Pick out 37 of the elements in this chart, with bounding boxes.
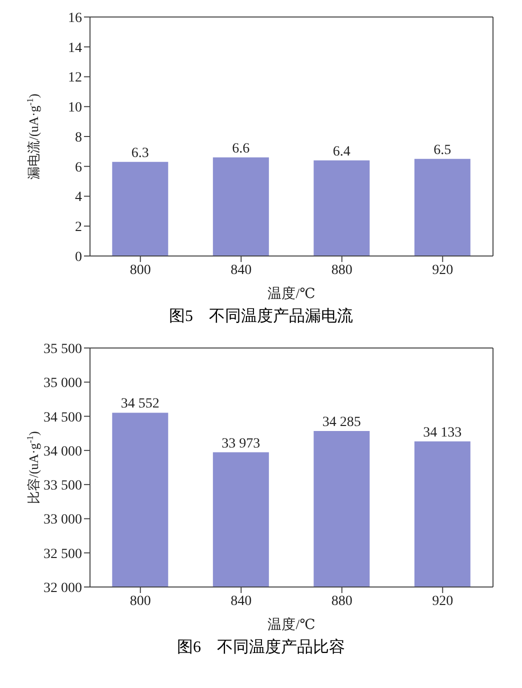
y-tick-label: 6 — [75, 160, 82, 176]
y-tick-label: 34 500 — [44, 410, 82, 426]
y-tick-label: 34 000 — [44, 444, 82, 460]
y-tick-label: 10 — [68, 100, 82, 116]
text: 34 133 — [423, 425, 462, 440]
text: 图5 不同温度产品漏电流 — [168, 306, 354, 327]
x-tick-label: 800 — [130, 594, 151, 609]
data-label: 6.3 — [131, 146, 149, 161]
data-label: 6.6 — [232, 141, 250, 156]
y-tick-label: 33 500 — [44, 478, 82, 494]
y-tick-label: 4 — [75, 190, 82, 206]
y-tick-label: 12 — [68, 70, 82, 86]
x-tick-label: 840 — [230, 594, 252, 609]
x-tick-label: 840 — [230, 262, 252, 278]
data-label: 6.4 — [332, 144, 350, 160]
text: 33 973 — [222, 436, 260, 452]
y-tick-label: 8 — [75, 130, 82, 146]
y-tick-label: 35 500 — [44, 342, 82, 357]
y-tick-label: 14 — [68, 40, 82, 56]
x-tick-label: 880 — [331, 262, 352, 278]
text: 34 552 — [120, 396, 160, 412]
x-tick-label: 920 — [432, 594, 454, 609]
x-tick-label: 880 — [331, 594, 352, 609]
text: 图6 不同温度产品比容 — [176, 638, 346, 658]
y-tick-label: 0 — [75, 250, 82, 265]
x-axis-title: 温度/℃ — [268, 616, 316, 633]
x-tick-label: 920 — [432, 262, 454, 278]
x-tick-label: 800 — [130, 262, 151, 278]
data-label: 6.5 — [434, 142, 452, 158]
x-axis-title: 温度/℃ — [268, 286, 316, 302]
y-tick-label: 32 000 — [44, 580, 82, 596]
y-tick-label: 35 000 — [44, 376, 82, 392]
y-tick-label: 16 — [68, 10, 82, 26]
text: 34 285 — [322, 414, 361, 430]
y-tick-label: 33 000 — [44, 512, 82, 528]
y-tick-label: 2 — [75, 220, 82, 236]
y-tick-label: 32 500 — [44, 546, 82, 562]
